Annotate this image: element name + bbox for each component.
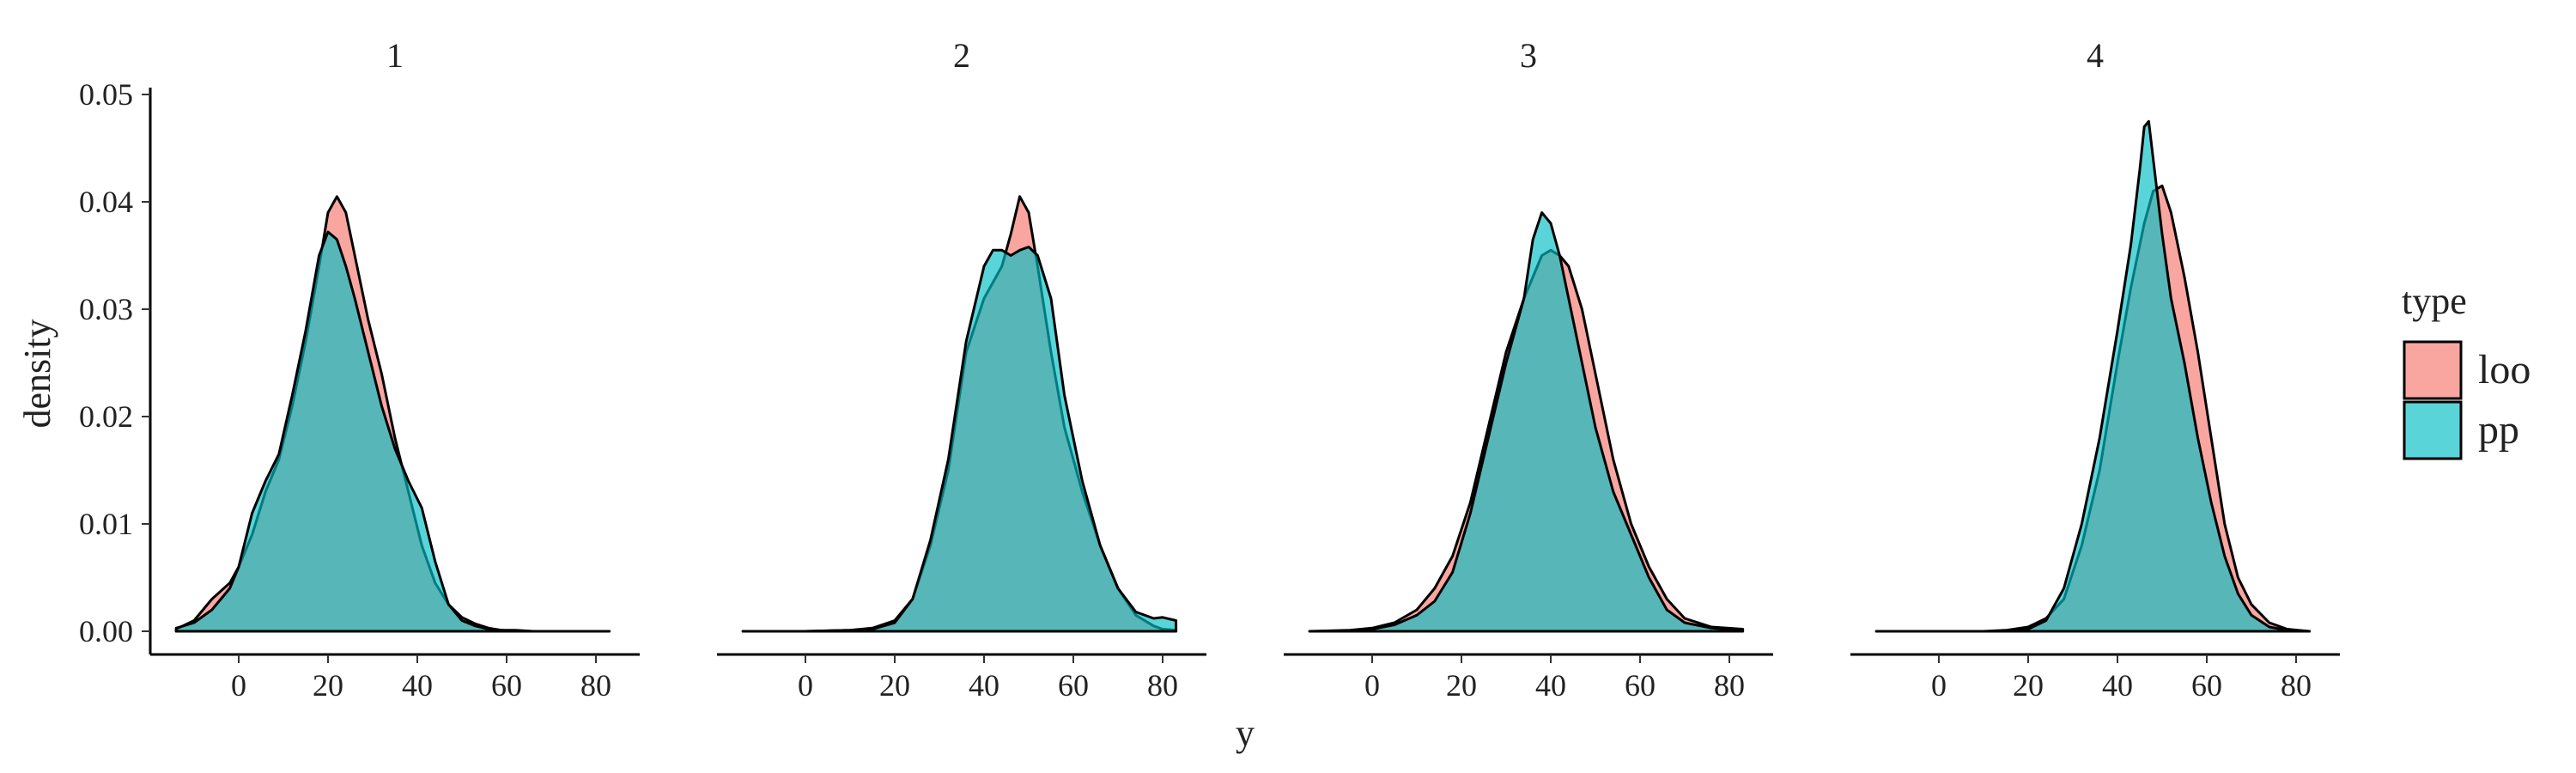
legend-label-pp: pp [2478, 407, 2519, 453]
y-tick-label: 0.04 [79, 185, 133, 219]
x-tick-label: 40 [2102, 668, 2133, 703]
x-tick-label: 60 [491, 668, 522, 703]
legend-label-loo: loo [2478, 347, 2530, 393]
y-tick-label: 0.00 [79, 614, 133, 648]
y-tick-label: 0.05 [79, 77, 133, 112]
legend-key-loo [2403, 340, 2463, 400]
x-tick-label: 20 [2013, 668, 2044, 703]
facet-strip-label: 2 [953, 36, 970, 75]
x-tick-label: 80 [2281, 668, 2312, 703]
legend: type loo pp [2402, 280, 2530, 460]
facet-strip-label: 1 [386, 36, 404, 75]
density-area-pp [1308, 211, 1745, 633]
legend-title: type [2402, 280, 2467, 322]
x-tick-label: 80 [1147, 668, 1178, 703]
x-tick-label: 40 [969, 668, 999, 703]
y-axis-title: density [16, 319, 58, 428]
x-tick-label: 0 [1931, 668, 1947, 703]
x-tick-label: 80 [1714, 668, 1745, 703]
x-tick-label: 80 [580, 668, 611, 703]
facet-panel-3: 3 0 20 40 60 80 [1284, 36, 1773, 703]
facet-panel-4: 40 20 40 60 80 [1850, 36, 2340, 703]
x-tick-label: 60 [1625, 668, 1656, 703]
density-area-pp [741, 246, 1178, 633]
x-tick-label: 0 [798, 668, 813, 703]
facet-strip-label: 3 [1520, 36, 1537, 75]
x-tick-label: 60 [1058, 668, 1089, 703]
x-tick-label: 0 [231, 668, 246, 703]
facet-strip-label: 4 [2087, 36, 2104, 75]
facet-panel-2: 20 20 40 60 80 [717, 36, 1206, 703]
x-tick-label: 60 [2191, 668, 2222, 703]
x-tick-label: 40 [1535, 668, 1566, 703]
y-tick-label: 0.01 [79, 507, 133, 541]
y-tick-label: 0.02 [79, 399, 133, 434]
density-area-pp [1874, 119, 2312, 633]
x-tick-label: 20 [879, 668, 910, 703]
x-axis-title: y [1236, 712, 1255, 754]
x-tick-label: 0 [1364, 668, 1380, 703]
x-tick-label: 20 [1446, 668, 1477, 703]
x-tick-label: 20 [313, 668, 343, 703]
y-tick-label: 0.03 [79, 292, 133, 326]
facet-panel-1: 1 0 20 40 60 80 0.00 0.01 0.02 0.03 0.04 0.05 [79, 36, 640, 703]
x-tick-label: 40 [402, 668, 433, 703]
density-area-pp [174, 230, 611, 633]
legend-key-pp [2403, 400, 2463, 460]
